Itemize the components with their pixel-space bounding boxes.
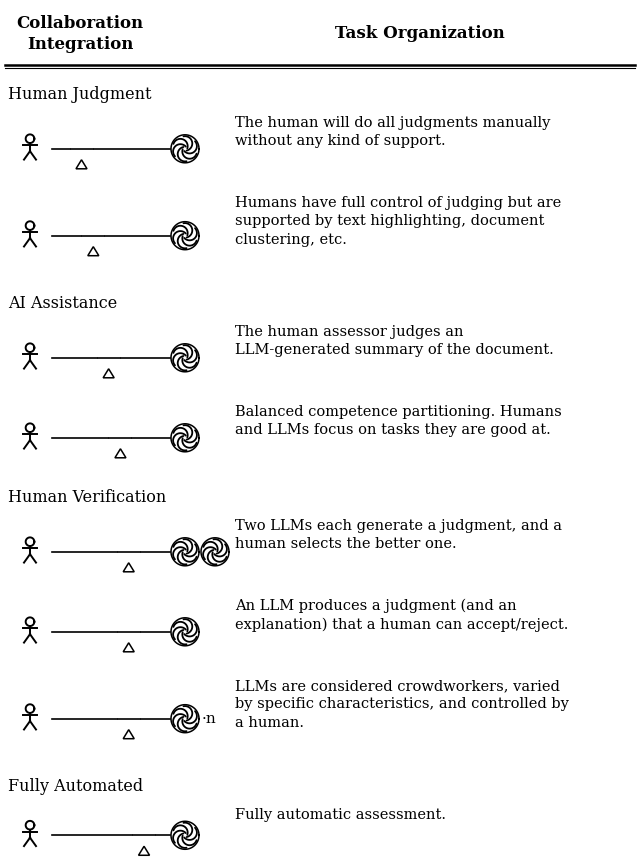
Text: Human Verification: Human Verification (8, 489, 166, 506)
Text: LLMs are considered crowdworkers, varied
by specific characteristics, and contro: LLMs are considered crowdworkers, varied… (235, 679, 569, 730)
Text: Collaboration
Integration: Collaboration Integration (17, 15, 143, 53)
Text: Human Judgment: Human Judgment (8, 86, 152, 103)
Text: The human assessor judges an
LLM-generated summary of the document.: The human assessor judges an LLM-generat… (235, 325, 554, 358)
Text: The human will do all judgments manually
without any kind of support.: The human will do all judgments manually… (235, 116, 550, 149)
Text: An LLM produces a judgment (and an
explanation) that a human can accept/reject.: An LLM produces a judgment (and an expla… (235, 599, 568, 632)
Text: AI Assistance: AI Assistance (8, 295, 117, 312)
Text: Fully automatic assessment.: Fully automatic assessment. (235, 808, 446, 822)
Text: ·n: ·n (202, 712, 217, 726)
Text: Balanced competence partitioning. Humans
and LLMs focus on tasks they are good a: Balanced competence partitioning. Humans… (235, 405, 562, 438)
Text: Two LLMs each generate a judgment, and a
human selects the better one.: Two LLMs each generate a judgment, and a… (235, 519, 562, 551)
Text: Fully Automated: Fully Automated (8, 778, 143, 795)
Text: Humans have full control of judging but are
supported by text highlighting, docu: Humans have full control of judging but … (235, 196, 561, 247)
Text: Task Organization: Task Organization (335, 25, 505, 42)
